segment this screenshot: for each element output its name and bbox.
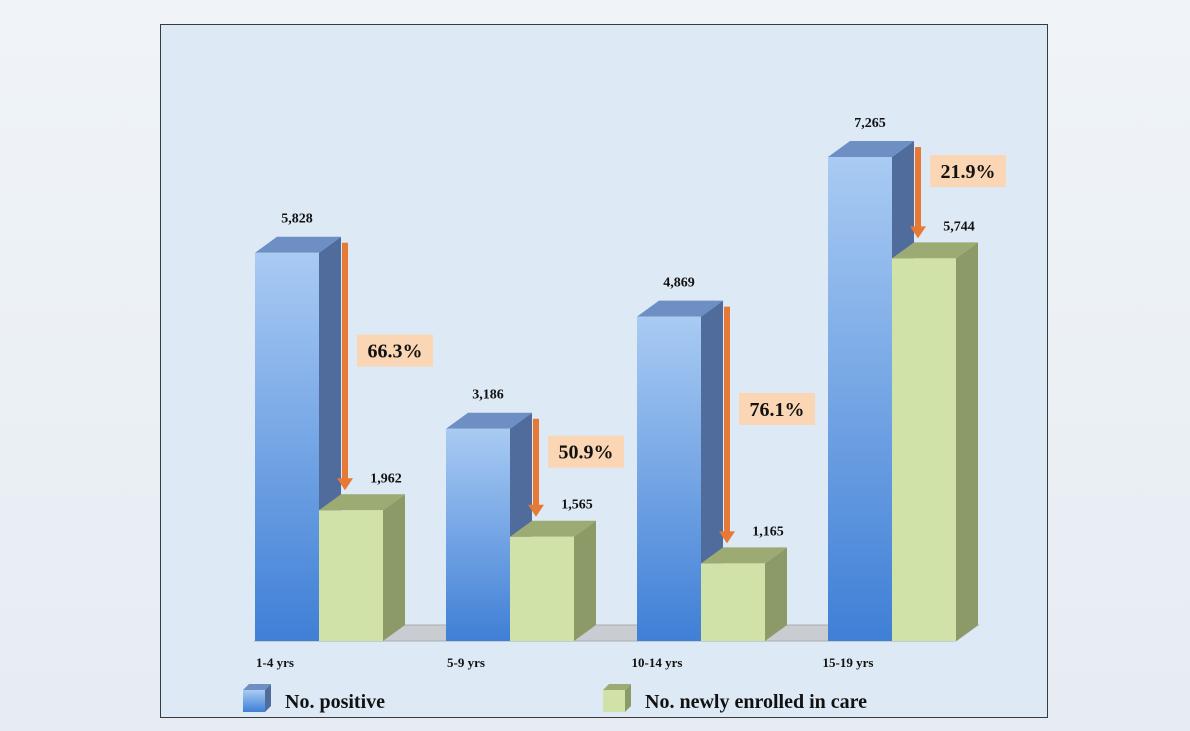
- bar-enrolled-2-top: [510, 520, 596, 537]
- bar-enrolled-1: [319, 494, 405, 641]
- bar-enrolled-3-top: [701, 547, 787, 564]
- annotation-box-3: [739, 393, 815, 426]
- bar-enrolled-3-front: [701, 563, 765, 641]
- legend-swatch-positive-side: [265, 684, 271, 712]
- legend-swatch-enrolled-side: [625, 684, 631, 712]
- drop-arrow-head-4: [910, 226, 926, 239]
- legend-swatch-enrolled: [603, 684, 631, 712]
- legend-label-enrolled: No. newly enrolled in care: [645, 691, 867, 713]
- bar-enrolled-4-front: [892, 258, 956, 641]
- annotation-label-2: 50.9%: [559, 442, 614, 464]
- annotation-label-4: 21.9%: [941, 161, 996, 183]
- bar-positive-1-top: [255, 236, 341, 253]
- bar-enrolled-1-front: [319, 510, 383, 641]
- bar-positive-3-top: [637, 300, 723, 317]
- value-label-enrolled-1: 1,962: [370, 471, 402, 486]
- bar-enrolled-1-top: [319, 494, 405, 511]
- bar-enrolled-2-side: [574, 520, 596, 641]
- bar-positive-4-front: [828, 157, 892, 641]
- legend-swatch-enrolled-top: [603, 684, 631, 690]
- legend-swatch-positive-front: [243, 690, 265, 712]
- legend-swatch-positive-top: [243, 684, 271, 690]
- bar-positive-2-top: [446, 412, 532, 429]
- annotation-box-2: [548, 435, 624, 468]
- bar-enrolled-3-side: [765, 547, 787, 641]
- drop-arrow-head-1: [337, 478, 353, 491]
- value-label-positive-4: 7,265: [854, 116, 886, 131]
- plot-area: 5,828 1,962 1-4 yrs 66.3% 3,186 1,565 5-9 yrs 5…: [253, 116, 1006, 670]
- bar-positive-3: [637, 300, 723, 641]
- drop-arrow-shaft-3: [724, 306, 730, 534]
- drop-arrow-head-2: [528, 504, 544, 517]
- value-label-enrolled-3: 1,165: [752, 524, 784, 539]
- value-label-positive-1: 5,828: [281, 212, 313, 227]
- drop-arrow-shaft-2: [533, 418, 539, 507]
- bar-positive-3-front: [637, 316, 701, 641]
- value-label-enrolled-4: 5,744: [943, 219, 975, 234]
- category-label-1: 1-4 yrs: [256, 655, 294, 670]
- annotation-label-3: 76.1%: [750, 399, 805, 421]
- value-label-enrolled-2: 1,565: [561, 498, 593, 513]
- annotation-box-4: [930, 155, 1006, 187]
- legend-swatch-positive: [243, 684, 271, 712]
- legend-label-positive: No. positive: [285, 691, 385, 713]
- bar-positive-2-front: [446, 428, 510, 641]
- annotation-box-1: [357, 334, 433, 367]
- category-label-3: 10-14 yrs: [632, 655, 683, 670]
- bar-enrolled-2-front: [510, 536, 574, 641]
- bar-enrolled-1-side: [383, 494, 405, 641]
- legend: No. positive No. newly enrolled in care: [243, 684, 867, 713]
- bar-enrolled-4-side: [956, 242, 978, 642]
- category-label-4: 15-19 yrs: [823, 655, 874, 670]
- chart-svg: 5,828 1,962 1-4 yrs 66.3% 3,186 1,565 5-9 yrs 5…: [243, 116, 1006, 713]
- category-label-2: 5-9 yrs: [447, 655, 485, 670]
- value-label-positive-2: 3,186: [472, 388, 504, 403]
- value-label-positive-3: 4,869: [663, 276, 695, 291]
- bar-enrolled-2: [510, 520, 596, 641]
- legend-swatch-enrolled-front: [603, 690, 625, 712]
- bar-enrolled-4-top: [892, 242, 978, 259]
- annotation-label-1: 66.3%: [368, 341, 423, 363]
- drop-arrow-shaft-1: [342, 242, 348, 481]
- bar-enrolled-3: [701, 547, 787, 641]
- bar-positive-4-top: [828, 141, 914, 157]
- bar-positive-1-front: [255, 252, 319, 641]
- chart-frame: 5,828 1,962 1-4 yrs 66.3% 3,186 1,565 5-9 yrs 5…: [160, 24, 1048, 718]
- bar-enrolled-4: [892, 242, 978, 642]
- drop-arrow-shaft-4: [915, 147, 921, 229]
- drop-arrow-head-3: [719, 531, 735, 544]
